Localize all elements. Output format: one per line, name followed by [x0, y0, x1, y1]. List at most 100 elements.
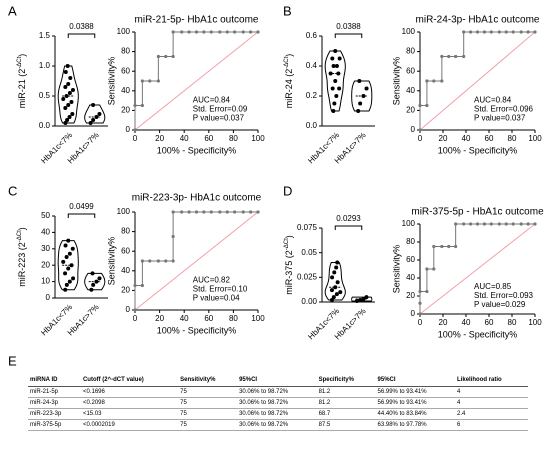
x-tick-label: 0: [133, 134, 138, 143]
roc-point: [202, 210, 206, 214]
roc-point: [164, 259, 168, 263]
y-tick-label: 10: [41, 277, 50, 286]
table-row: miR-24-3p <0.2098 75 30.06% to 98.72% 81.2 56…: [28, 397, 528, 409]
header-cell: 95%CI: [237, 374, 317, 387]
y-tick-label: 0.4: [306, 61, 318, 70]
data-point: [70, 88, 75, 92]
y-tick-label: 0: [126, 305, 131, 314]
table-cell: 4: [455, 386, 528, 398]
y-tick-label: 100: [402, 27, 416, 36]
data-point: [91, 118, 96, 122]
annotation: P value=0.037: [193, 114, 245, 123]
roc-point: [133, 308, 137, 312]
data-point: [356, 109, 361, 113]
roc-point: [447, 54, 451, 59]
y-tick-label: 40: [406, 86, 415, 95]
data-point: [334, 94, 339, 98]
roc-point: [462, 222, 466, 226]
reference-line: [419, 31, 536, 131]
violin: [324, 50, 346, 112]
roc-point: [241, 30, 245, 34]
roc-point: [187, 210, 191, 214]
data-point: [361, 297, 366, 302]
roc-point: [526, 30, 530, 34]
roc-point: [218, 30, 222, 34]
roc-point: [425, 289, 429, 294]
roc-point: [171, 234, 175, 239]
table-cell: <0.0002019: [80, 419, 179, 431]
roc-point: [533, 30, 537, 34]
data-point: [334, 265, 339, 270]
panel-label: B: [283, 3, 292, 18]
data-point: [66, 103, 71, 107]
panel-label: C: [8, 183, 17, 198]
data-point: [65, 118, 70, 122]
violin: [84, 272, 106, 291]
roc-point: [209, 30, 213, 34]
header-cell: 95%CI: [375, 374, 456, 387]
y-tick-label: 1.5: [39, 31, 51, 40]
data-point: [61, 97, 66, 101]
y-axis-label: Sensitivity%: [106, 57, 116, 106]
roc-point: [194, 30, 199, 34]
panel-label: D: [283, 183, 292, 198]
roc-point: [497, 222, 501, 226]
table-cell: 81.2: [316, 386, 376, 398]
violin: [84, 104, 106, 124]
panel-label: E: [8, 353, 17, 368]
roc-point: [462, 54, 466, 59]
roc-point: [440, 244, 444, 249]
y-label-part: miR-375 (2: [284, 250, 294, 295]
y-tick-label: 60: [406, 66, 415, 75]
x-tick-label: 40: [462, 134, 471, 143]
y-tick-label: 0: [411, 309, 416, 318]
y-axis-label: Sensitivity%: [106, 237, 116, 286]
table-body: miR-21-5p <0.1696 75 30.06% to 98.72% 81.2 56…: [28, 386, 528, 431]
data-point: [330, 275, 335, 280]
x-tick-label: 40: [462, 318, 471, 327]
roc-point: [475, 30, 480, 34]
roc-point: [194, 210, 199, 214]
x-tick-label: 100: [251, 134, 265, 143]
table-cell: miR-21-5p: [28, 386, 81, 398]
data-point: [364, 86, 369, 91]
data-point: [67, 91, 72, 95]
data-point: [354, 299, 359, 304]
data-point: [332, 101, 337, 106]
violin: [351, 80, 373, 112]
y-tick-label: 0.0: [306, 121, 318, 130]
data-point: [358, 101, 363, 106]
roc-point: [425, 267, 429, 271]
table-cell: miR-223-3p: [28, 408, 81, 420]
y-label-part: miR-24 (2: [284, 69, 294, 109]
roc-point: [256, 210, 260, 214]
roc-point: [511, 30, 515, 34]
significance-label: 0.0499: [69, 202, 94, 211]
data-point: [68, 76, 73, 80]
y-label-part: -ΔCt: [284, 56, 290, 68]
roc-point: [164, 54, 168, 59]
x-tick-label: 40: [180, 134, 189, 143]
y-axis-label: Sensitivity%: [391, 57, 401, 106]
data-point: [364, 295, 369, 300]
roc-point: [171, 210, 175, 214]
table-cell: 6: [455, 419, 528, 431]
x-tick-label: 100: [528, 134, 542, 143]
data-point: [328, 71, 333, 76]
data-point: [64, 282, 69, 287]
data-point: [67, 115, 72, 119]
data-point: [331, 64, 336, 68]
roc-point: [418, 103, 422, 108]
y-tick-label: 60: [121, 246, 130, 255]
table-cell: 30.06% to 98.72%: [237, 408, 317, 420]
y-tick-label: 20: [121, 106, 130, 115]
roc-point: [133, 103, 137, 108]
roc-point: [440, 79, 444, 83]
chart-title: miR-375-5p - HbA1c outcome: [411, 207, 544, 218]
data-point: [357, 79, 362, 83]
y-tick-label: 40: [406, 273, 415, 282]
y-axis-label: Sensitivity%: [391, 245, 401, 294]
y-tick-label: 0.075: [297, 223, 318, 232]
y-tick-label: 0.0: [39, 121, 51, 130]
roc-point: [454, 54, 458, 59]
